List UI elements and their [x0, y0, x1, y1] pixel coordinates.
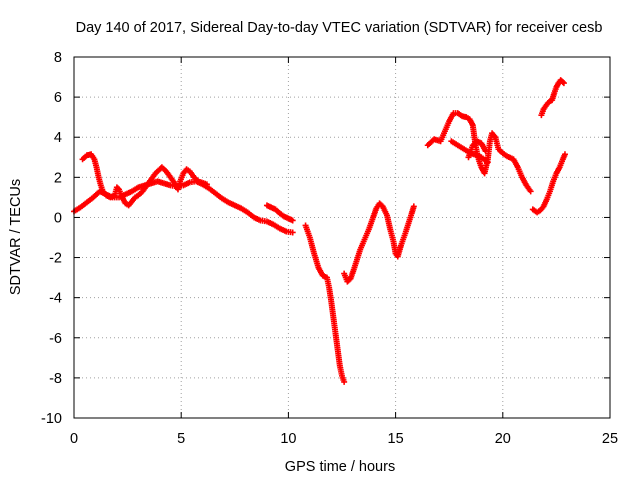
y-tick-label: 2: [54, 170, 62, 186]
y-tick-label: 0: [54, 210, 62, 226]
x-axis-label: GPS time / hours: [285, 459, 395, 475]
y-tick-label: 6: [54, 90, 62, 106]
x-tick-label: 0: [70, 431, 78, 447]
y-tick-label: 4: [54, 130, 62, 146]
y-tick-label: -8: [49, 371, 62, 387]
data-point: [114, 185, 121, 192]
data-point: [484, 159, 491, 166]
data-point: [559, 79, 566, 86]
x-tick-label: 15: [388, 431, 404, 447]
data-point: [203, 181, 210, 188]
data-point: [289, 217, 296, 224]
plot-frame: [73, 56, 611, 419]
y-axis-label: SDTVAR / TECUs: [8, 179, 24, 295]
y-tick-label: -6: [49, 331, 62, 347]
data-layer: [71, 77, 568, 385]
data-point: [560, 80, 567, 87]
y-tick-label: -4: [49, 291, 62, 307]
y-tick-label: -2: [49, 251, 62, 267]
axes: 0 5 10 15 20 25 -10 -8 -6 -4 -2 0 2 4 6 8: [41, 50, 618, 447]
x-tick-label: 20: [495, 431, 511, 447]
data-point: [410, 203, 417, 210]
y-tick-label: 8: [54, 50, 62, 66]
data-point: [289, 229, 296, 236]
data-point: [341, 378, 348, 385]
series-sdtvar: [71, 77, 568, 385]
data-point: [561, 151, 568, 158]
data-point: [482, 148, 489, 155]
x-tick-label: 10: [280, 431, 296, 447]
x-tick-label: 5: [177, 431, 185, 447]
chart-title: Day 140 of 2017, Sidereal Day-to-day VTE…: [76, 20, 603, 36]
x-tick-label: 25: [602, 431, 618, 447]
y-tick-label: -10: [41, 411, 62, 427]
data-point: [527, 188, 534, 195]
